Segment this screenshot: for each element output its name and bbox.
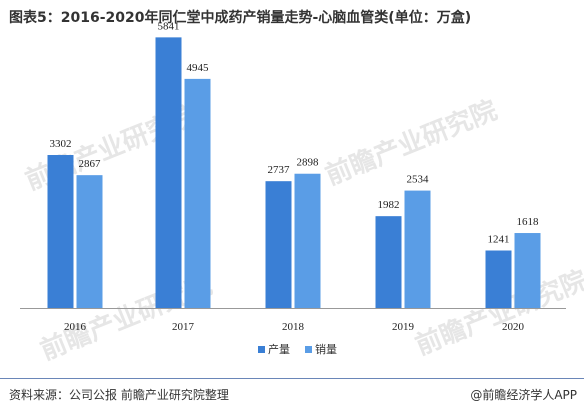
chart-title: 图表5：2016-2020年同仁堂中成药产销量走势-心脑血管类(单位：万盒)	[9, 10, 472, 26]
data-label: 3302	[50, 138, 72, 150]
x-tick-label: 2016	[64, 321, 87, 333]
bar-production	[155, 37, 182, 308]
bar-production	[375, 216, 402, 308]
data-label: 2534	[407, 174, 430, 186]
x-tick-label: 2018	[282, 321, 305, 333]
data-labels-layer: 3302 2867 5841 4945 2737 2898 1982 2534 1241 1618	[50, 20, 540, 245]
data-label: 2898	[297, 157, 320, 169]
brand-credit: @前瞻经济学人APP	[470, 388, 577, 402]
data-label: 1618	[517, 216, 540, 228]
bar-sales	[184, 78, 211, 308]
legend-label-production: 产量	[268, 342, 290, 356]
data-label: 4945	[187, 62, 210, 74]
bar-sales	[404, 190, 431, 308]
x-tick-labels: 2016 2017 2018 2019 2020	[64, 321, 525, 333]
source-note: 资料来源：公司公报 前瞻产业研究院整理	[9, 388, 229, 402]
legend-swatch-production	[258, 346, 265, 353]
bar-production	[47, 155, 74, 308]
bars-layer	[47, 37, 541, 308]
bar-sales	[76, 175, 103, 308]
data-label: 2737	[268, 164, 291, 176]
legend-swatch-sales	[305, 346, 312, 353]
bar-production	[265, 181, 292, 308]
x-tick-label: 2019	[392, 321, 415, 333]
bar-sales	[294, 173, 321, 308]
data-label: 1241	[488, 234, 510, 246]
data-label: 5841	[158, 20, 180, 32]
data-label: 2867	[79, 158, 102, 170]
legend-label-sales: 销量	[315, 342, 337, 356]
data-label: 1982	[378, 199, 400, 211]
bar-production	[485, 250, 512, 308]
bar-sales	[514, 233, 541, 308]
x-tick-label: 2020	[502, 321, 525, 333]
footer-divider	[0, 378, 584, 379]
legend: 产量 销量	[258, 342, 337, 356]
x-tick-label: 2017	[172, 321, 195, 333]
